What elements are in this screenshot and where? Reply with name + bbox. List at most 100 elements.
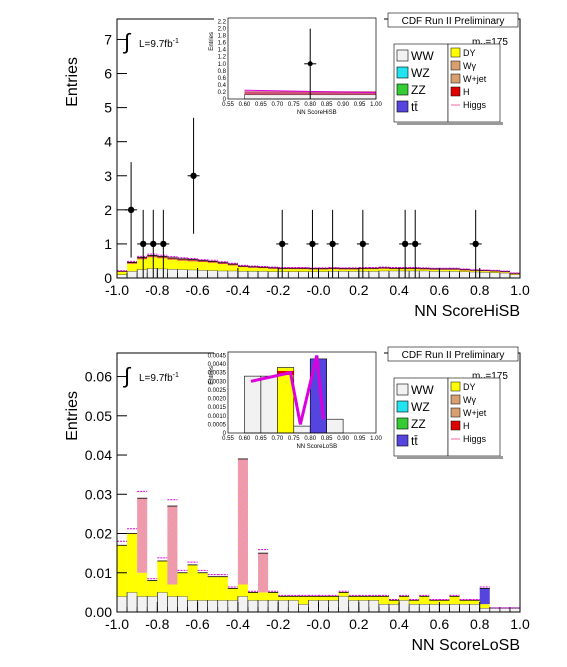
top-bar-dy [328, 269, 339, 272]
top-bar-dy [479, 271, 490, 273]
top-legend-swatch [450, 47, 461, 58]
top-bar-ww [308, 271, 319, 279]
bottom-inset-ytick-label: 0.0005 [208, 422, 227, 428]
bottom-bar-tt [479, 588, 490, 605]
bottom-chart: -1.0 -0.8 -0.6 -0.4 -0.2 -0.0 0.2 0.4 0.6 0.8 1.00… [64, 346, 530, 654]
bottom-bar-dy [167, 584, 178, 597]
bottom-bar-dy [399, 596, 410, 601]
bottom-legend-swatch [396, 434, 409, 447]
bottom-inset-xtick-label: 0.60 [239, 436, 251, 442]
top-inset-xlabel: NN ScoreHiSB [297, 110, 337, 116]
top-bar-ww [247, 270, 259, 279]
bottom-xtick-label: -1.0 [105, 616, 129, 632]
top-bar-other [227, 264, 238, 266]
top-bar-other [197, 260, 208, 262]
bottom-inset-bar [260, 375, 278, 434]
top-bar-other [167, 257, 178, 260]
top-bar-ww [328, 270, 339, 279]
bottom-inset-xtick-label: 0.95 [354, 436, 366, 442]
top-bar-other [217, 262, 228, 265]
bottom-bar-ww [237, 596, 249, 613]
bottom-bar-dy [358, 596, 369, 601]
bottom-ytick-label: 0.04 [85, 447, 112, 463]
bottom-bar-dy [439, 600, 450, 605]
top-legend: WW WZ ZZ tt̄ DY Wγ W+jet H Higgs [393, 43, 503, 125]
top-bar-other [237, 266, 248, 268]
bottom-bar-ww [429, 603, 440, 613]
top-bar-ww [469, 271, 480, 279]
top-bar-ww [207, 270, 219, 279]
top-bar-dy [157, 258, 168, 269]
top-legend-label: tt̄ [411, 100, 418, 114]
top-bar-dy [499, 272, 510, 273]
top-ytick-label: 7 [104, 31, 112, 47]
top-bar-other [127, 262, 138, 264]
bottom-bar-ww [298, 603, 309, 613]
top-inset-xtick-label: 0.55 [222, 102, 234, 108]
top-integral-icon: ∫ [122, 29, 132, 54]
top-bar-other [298, 268, 309, 270]
top-legend-label: W+jet [463, 74, 487, 84]
top-bar-dy [237, 267, 248, 272]
bottom-inset-xtick-label: 1.00 [370, 436, 382, 442]
bottom-bar-dy [247, 592, 259, 601]
top-xtick-label: -1.0 [105, 282, 129, 298]
bottom-bar-dy [348, 596, 359, 601]
bottom-bar-dy [187, 564, 198, 601]
top-bar-dy [509, 273, 520, 275]
bottom-inset-bg [214, 349, 384, 452]
bottom-bar-ww [469, 603, 480, 613]
top-inset-xtick-label: 0.90 [337, 102, 349, 108]
top-bar-other [389, 268, 400, 270]
top-data-point [401, 240, 409, 248]
bottom-legend-label: Wγ [463, 395, 476, 405]
bottom-bar-ww [318, 599, 329, 613]
top-bar-ww [348, 270, 360, 279]
bottom-bar-ww [187, 599, 198, 613]
bottom-bar-dy [479, 604, 490, 609]
bottom-bar-dy [217, 576, 228, 601]
bottom-bar-wjet [167, 506, 178, 585]
top-bar-ww [368, 270, 380, 279]
bottom-xtick-label: -0.4 [226, 616, 250, 632]
bottom-bar-ww [217, 599, 229, 613]
top-bar-other [177, 258, 188, 261]
top-ylabel: Entries [64, 57, 81, 107]
bottom-bar-ww [358, 599, 370, 613]
bottom-inset-ytick-label: 0.0015 [208, 405, 227, 411]
bottom-bar-ww [348, 599, 360, 613]
top-xtick-label: 0.2 [349, 282, 369, 298]
bottom-xtick-label: 0.6 [430, 616, 450, 632]
top-xtick-label: -0.2 [266, 282, 290, 298]
top-xtick-label: -0.4 [226, 282, 250, 298]
bottom-bar-ww [247, 599, 259, 613]
top-bar-ww [116, 274, 128, 279]
top-bar-dy [147, 257, 158, 269]
bottom-bar-ww [449, 603, 460, 613]
top-legend-swatch [450, 73, 461, 84]
bottom-inset-ytick-label: 0 [223, 431, 227, 437]
bottom-bar-ww [459, 603, 470, 613]
top-bar-ww [136, 269, 148, 279]
top-bar-dy [409, 269, 420, 271]
top-bar-dy [127, 263, 138, 272]
top-legend-swatch [396, 100, 409, 113]
bottom-ytick-label: 0.05 [85, 408, 112, 424]
top-bar-ww [439, 270, 450, 279]
top-ytick-label: 2 [104, 202, 112, 218]
bottom-legend-label: DY [463, 382, 476, 392]
bottom-inset-xtick-label: 0.55 [222, 436, 234, 442]
top-bar-ww [157, 268, 168, 279]
top-bar-ww [509, 274, 521, 279]
bottom-legend: WW WZ ZZ tt̄ DY Wγ W+jet H Higgs [393, 377, 503, 459]
bottom-inset-ytick-label: 0.0020 [208, 397, 227, 403]
top-bar-other [449, 268, 460, 270]
top-xlabel: NN ScoreHiSB [414, 303, 520, 320]
bottom-bar-ww [126, 592, 138, 613]
top-bar-ww [277, 271, 289, 279]
top-bar-other [419, 268, 430, 270]
bottom-inset-ytick-label: 0.0035 [208, 371, 227, 377]
bottom-ytick-label: 0.01 [85, 565, 112, 581]
top-legend-label: WZ [411, 66, 430, 80]
top-bar-dy [419, 269, 430, 271]
